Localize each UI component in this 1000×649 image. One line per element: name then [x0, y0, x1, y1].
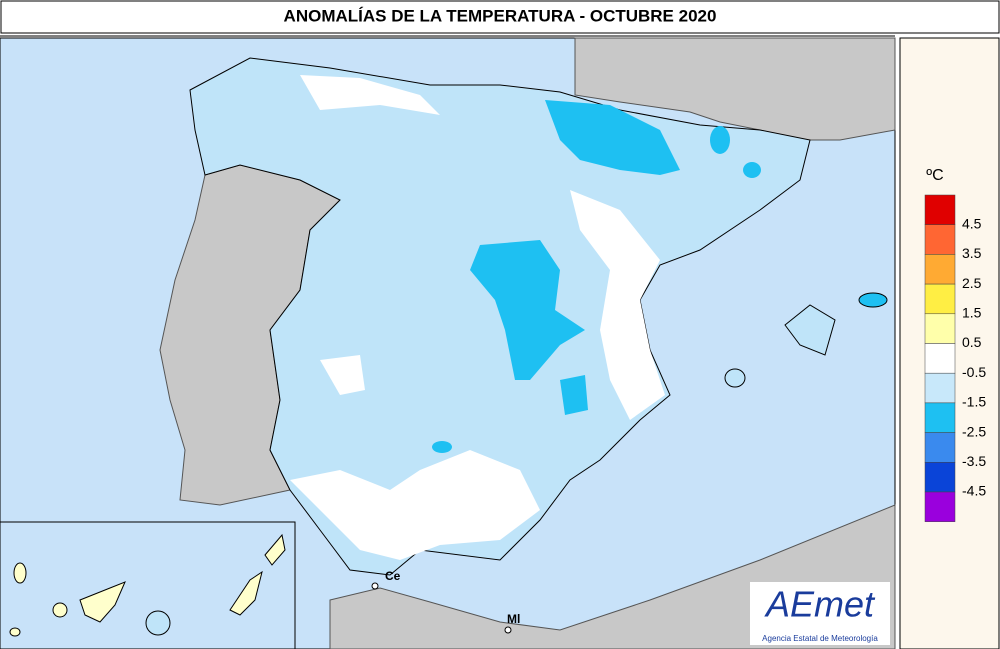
legend-swatch: [924, 313, 956, 344]
warm-area: [570, 190, 665, 420]
cold-area: [470, 240, 585, 380]
ibiza: [724, 368, 746, 388]
legend-swatch: [924, 462, 956, 493]
island: [13, 562, 27, 584]
legend-label: 4.5: [962, 215, 982, 231]
legend-label: -4.5: [962, 483, 986, 499]
legend-swatch: [924, 491, 956, 522]
legend-swatch: [924, 432, 956, 463]
legend-swatch: [924, 254, 956, 285]
legend-unit: ºC: [926, 167, 943, 184]
spain: [189, 57, 811, 576]
legend-swatch: [924, 194, 956, 225]
legend-swatch: [924, 343, 956, 374]
title-box: [0, 0, 1000, 34]
place-label: Ml: [507, 612, 520, 626]
legend-label: -3.5: [962, 453, 986, 469]
logo: AEmet: [764, 584, 876, 625]
island: [264, 533, 286, 566]
legend-label: 2.5: [962, 275, 982, 291]
menorca: [858, 292, 888, 308]
legend-label: -2.5: [962, 423, 986, 439]
island: [9, 627, 21, 637]
legend: ºC 4.5 3.5 2.5 1.5 0.5 -0.5 -1.5 -2.5 -3.5 -4.5: [899, 37, 1000, 649]
place-marker: [504, 626, 512, 634]
island: [52, 602, 68, 618]
legend-label: 0.5: [962, 334, 982, 350]
cold-area: [743, 162, 761, 178]
place-marker: [371, 582, 379, 590]
warm-area: [290, 450, 540, 560]
cold-area: [560, 375, 588, 415]
logo-box: [750, 582, 890, 645]
legend-label: -1.5: [962, 394, 986, 410]
island: [79, 581, 126, 623]
legend-swatch: [924, 402, 956, 433]
mallorca: [784, 304, 836, 356]
legend-swatch: [924, 283, 956, 315]
island: [229, 570, 263, 616]
cold-area: [545, 100, 680, 175]
map: Ce Ml AEmet Agencia Estatal de Meteorolo…: [0, 37, 896, 649]
cold-area: [710, 126, 730, 154]
legend-swatch: [924, 372, 956, 404]
legend-label: -0.5: [962, 364, 986, 380]
island: [145, 610, 171, 636]
legend-label: 1.5: [962, 305, 982, 321]
logo-subtitle: Agencia Estatal de Meteorología: [762, 634, 878, 643]
warm-area: [320, 355, 365, 395]
place-label: Ce: [385, 569, 401, 583]
legend-label: 3.5: [962, 245, 982, 261]
warm-area: [300, 75, 440, 115]
cold-area: [432, 441, 452, 453]
legend-swatch: [924, 224, 956, 255]
title: ANOMALÍAS DE LA TEMPERATURA - OCTUBRE 20…: [284, 6, 717, 25]
